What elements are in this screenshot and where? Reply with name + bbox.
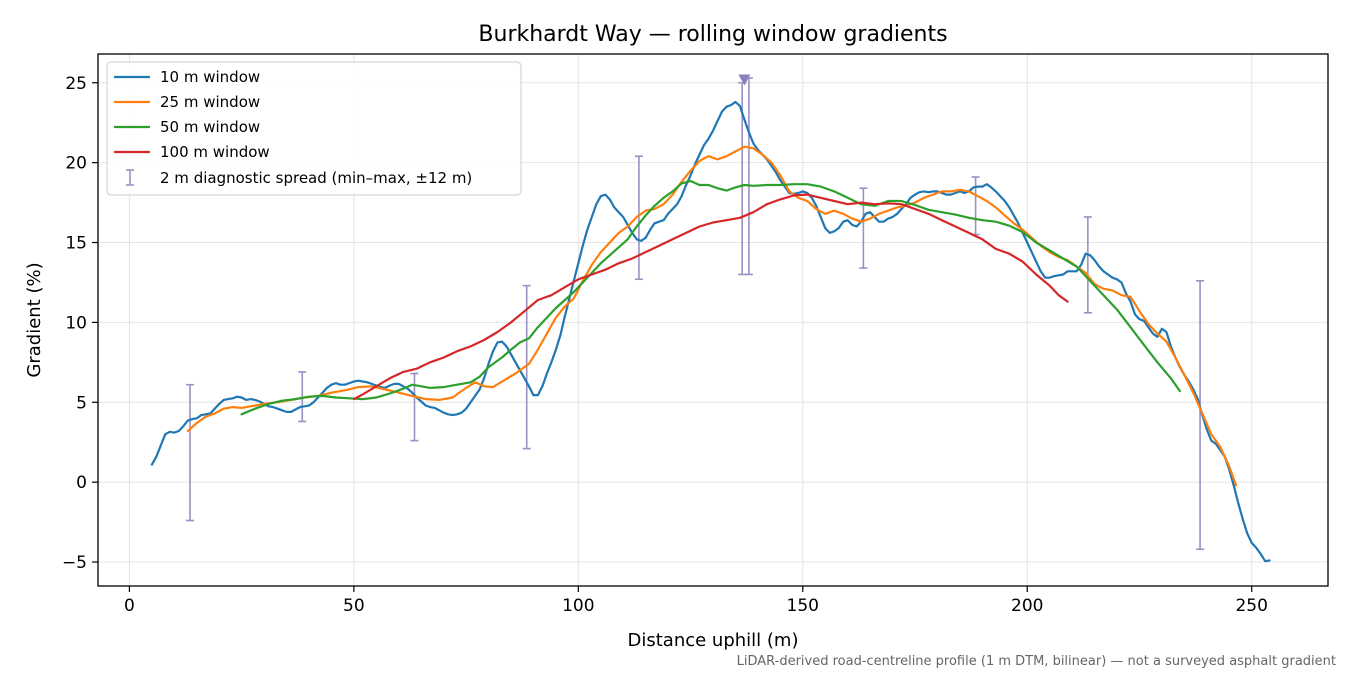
y-tick-label: 5 bbox=[76, 393, 87, 413]
x-tick-label: 50 bbox=[343, 596, 365, 616]
legend-label-50m: 50 m window bbox=[160, 118, 260, 136]
y-tick-label: 20 bbox=[65, 154, 87, 174]
y-tick-label: 15 bbox=[65, 234, 87, 254]
x-tick-label: 150 bbox=[787, 596, 819, 616]
x-tick-label: 100 bbox=[562, 596, 594, 616]
x-tick-label: 250 bbox=[1235, 596, 1267, 616]
legend-label-100m: 100 m window bbox=[160, 143, 270, 161]
legend-label-10m: 10 m window bbox=[160, 68, 260, 86]
x-tick-label: 0 bbox=[124, 596, 135, 616]
y-tick-label: 25 bbox=[65, 74, 87, 94]
y-tick-label: 0 bbox=[76, 473, 87, 493]
legend: 10 m window 25 m window 50 m window 100 … bbox=[107, 62, 521, 195]
footnote: LiDAR-derived road-centreline profile (1… bbox=[737, 654, 1336, 669]
x-axis-title: Distance uphill (m) bbox=[628, 630, 799, 651]
y-tick-label: −5 bbox=[62, 553, 87, 573]
chart-title: Burkhardt Way — rolling window gradients bbox=[478, 22, 947, 47]
legend-label-25m: 25 m window bbox=[160, 93, 260, 111]
y-tick-label: 10 bbox=[65, 313, 87, 333]
x-tick-label: 200 bbox=[1011, 596, 1043, 616]
legend-label-errorbar: 2 m diagnostic spread (min–max, ±12 m) bbox=[160, 169, 472, 187]
y-axis-title: Gradient (%) bbox=[24, 262, 45, 377]
